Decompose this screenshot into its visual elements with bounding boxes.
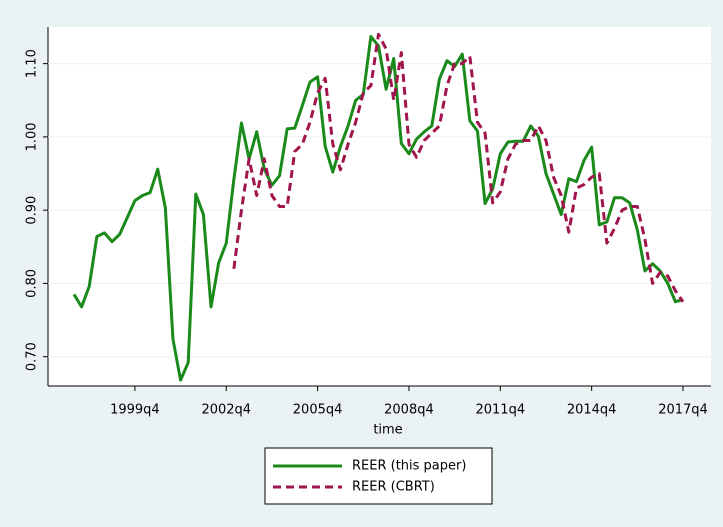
- x-axis-label: time: [373, 423, 402, 438]
- y-tick-label: 0.90: [25, 196, 40, 225]
- y-tick-label: 1.00: [25, 122, 40, 151]
- series-line: [72, 35, 684, 382]
- y-tick-label: 0.80: [25, 269, 40, 298]
- y-tick-label: 1.10: [25, 49, 40, 78]
- x-tick-label: 1999q4: [110, 403, 160, 418]
- legend-label: REER (CBRT): [352, 480, 435, 495]
- x-tick-label: 2011q4: [475, 403, 525, 418]
- x-tick-label: 2008q4: [384, 403, 434, 418]
- legend-box: [264, 447, 493, 505]
- series-line: [232, 32, 685, 303]
- y-tick-label: 0.70: [25, 342, 40, 371]
- plot-area: [48, 27, 711, 386]
- x-tick-label: 2017q4: [658, 403, 708, 418]
- x-tick-label: 2002q4: [201, 403, 251, 418]
- x-tick-label: 2014q4: [567, 403, 617, 418]
- x-tick-label: 2005q4: [293, 403, 343, 418]
- legend-label: REER (this paper): [352, 459, 466, 474]
